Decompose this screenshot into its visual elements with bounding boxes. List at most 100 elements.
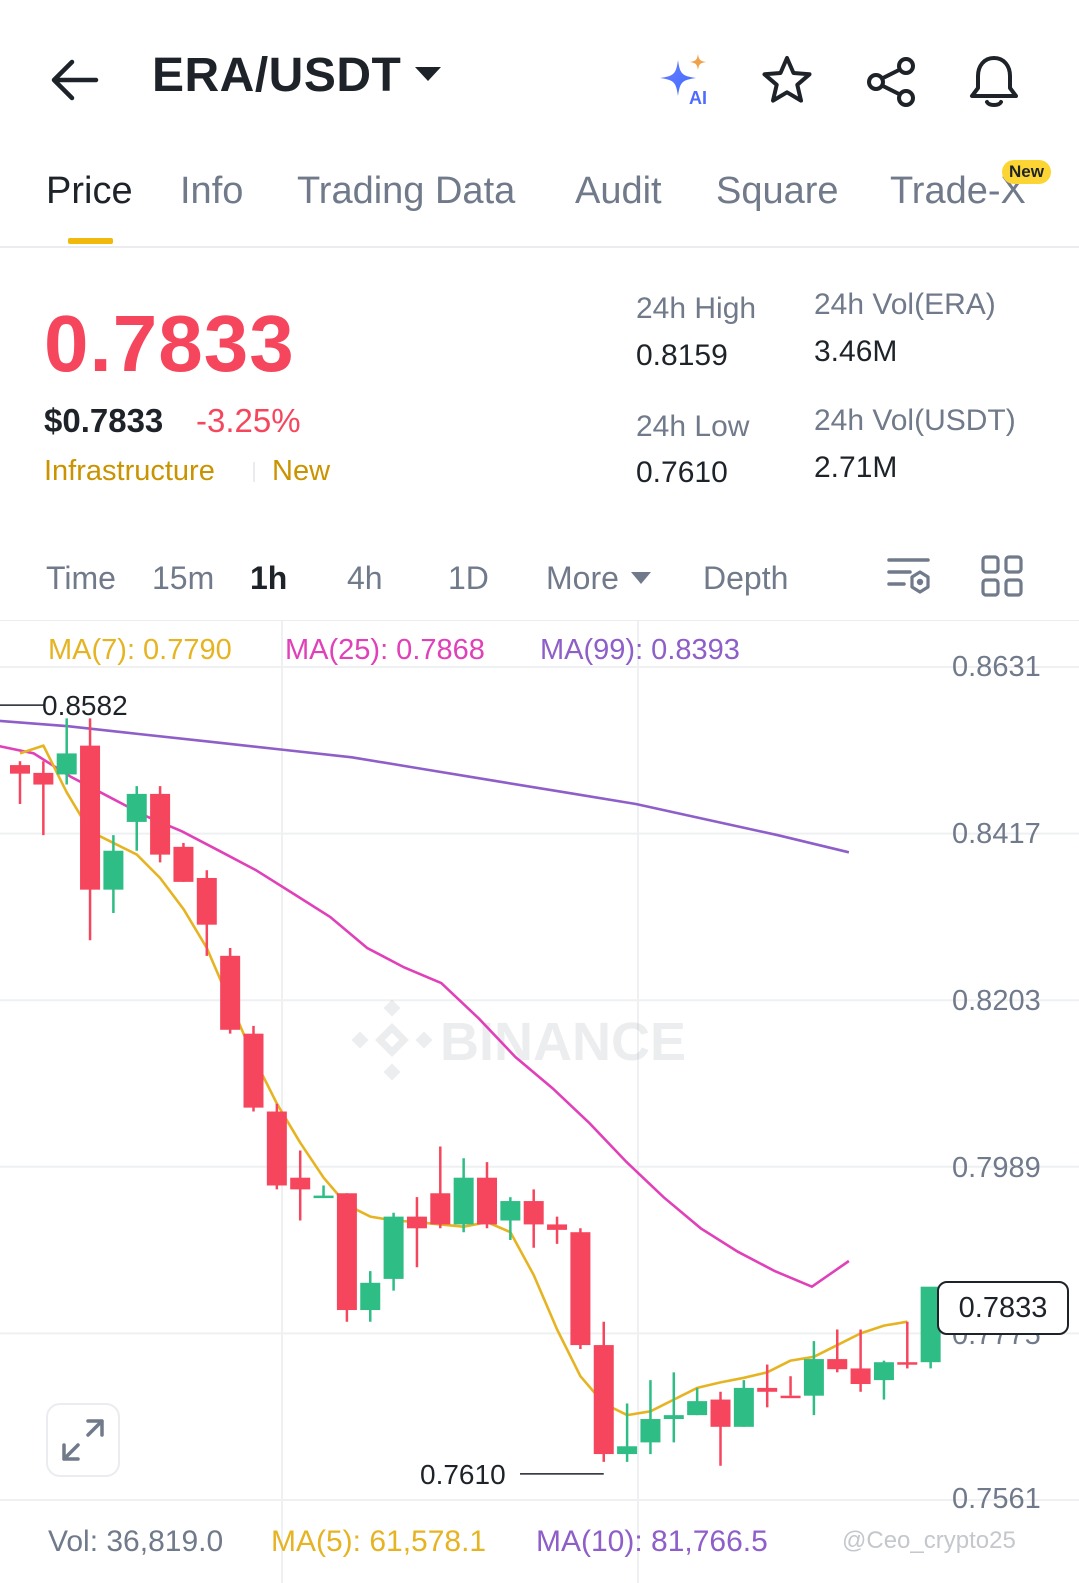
- candle-body: [757, 1387, 778, 1392]
- bullish-candle: [313, 1185, 334, 1199]
- low-24h-value: 0.7610: [636, 456, 728, 489]
- high-24h-value: 0.8159: [636, 339, 728, 372]
- candle-body: [897, 1362, 918, 1365]
- vol-usdt-value: 2.71M: [814, 451, 898, 484]
- candle-body: [710, 1399, 731, 1427]
- candle-body: [360, 1282, 381, 1311]
- tab-audit[interactable]: Audit: [575, 170, 662, 212]
- candle-body: [10, 765, 30, 774]
- y-axis-label: 0.8631: [952, 651, 1041, 683]
- bearish-candle: [406, 1197, 427, 1268]
- candle-body: [266, 1111, 287, 1186]
- back-arrow-icon[interactable]: [48, 56, 100, 104]
- candle-body: [243, 1033, 264, 1108]
- indicator-settings-icon[interactable]: [886, 554, 932, 598]
- tabs-divider: [0, 246, 1079, 248]
- chevron-down-icon: [415, 67, 442, 82]
- bearish-candle: [593, 1321, 614, 1462]
- tab-price[interactable]: Price: [46, 170, 133, 212]
- bullish-candle: [663, 1372, 684, 1443]
- candle-body: [406, 1216, 427, 1229]
- chevron-down-icon: [630, 571, 651, 584]
- tag-new[interactable]: New: [272, 455, 331, 487]
- vol-ma10-label: MA(10): 81,766.5: [536, 1525, 768, 1558]
- bearish-candle: [477, 1162, 497, 1229]
- bearish-candle: [827, 1329, 848, 1373]
- share-icon[interactable]: [864, 54, 920, 110]
- y-axis-label: 0.7989: [952, 1152, 1041, 1184]
- candle-body: [220, 955, 241, 1030]
- svg-text:BINANCE: BINANCE: [440, 1012, 686, 1072]
- bell-alert-icon[interactable]: [966, 52, 1022, 110]
- ma25-label: MA(25): 0.7868: [285, 634, 485, 666]
- bearish-candle: [243, 1025, 264, 1112]
- high-24h-label: 24h High: [636, 292, 757, 325]
- bullish-candle: [640, 1380, 661, 1455]
- vol-ma5-label: MA(5): 61,578.1: [271, 1525, 487, 1558]
- ma7-label: MA(7): 0.7790: [48, 634, 232, 666]
- bearish-candle: [150, 786, 171, 863]
- bullish-candle: [56, 718, 77, 785]
- y-axis-label: 0.8417: [952, 818, 1041, 850]
- candle-body: [477, 1177, 497, 1225]
- candle-body: [430, 1193, 451, 1225]
- candle-body: [196, 877, 217, 925]
- candle-body: [593, 1345, 614, 1455]
- tab-square[interactable]: Square: [716, 170, 839, 212]
- bearish-candle: [220, 948, 241, 1034]
- pair-selector[interactable]: ERA/USDT: [152, 48, 442, 103]
- y-axis-label: 0.7561: [952, 1483, 1041, 1515]
- layout-grid-icon[interactable]: [980, 554, 1024, 598]
- star-favorite-icon[interactable]: [760, 54, 814, 108]
- candle-body: [150, 793, 171, 855]
- tab-info[interactable]: Info: [180, 170, 244, 212]
- ai-sparkle-icon[interactable]: AI: [656, 50, 716, 110]
- bearish-candle: [10, 761, 30, 805]
- price-change-percent: -3.25%: [196, 402, 301, 439]
- tf-time[interactable]: Time: [46, 560, 116, 596]
- bearish-candle: [757, 1364, 778, 1408]
- bullish-candle: [126, 786, 147, 851]
- tf-15m[interactable]: 15m: [152, 560, 215, 596]
- expand-icon: [62, 1419, 104, 1461]
- bearish-candle: [196, 870, 217, 956]
- candle-body: [803, 1359, 824, 1396]
- candle-body: [126, 793, 147, 822]
- candle-body: [827, 1359, 848, 1370]
- vol-era-value: 3.46M: [814, 335, 898, 368]
- current-price-tag: 0.7833: [937, 1281, 1069, 1335]
- pair-title: ERA/USDT: [152, 49, 402, 102]
- candle-body: [80, 745, 101, 890]
- fullscreen-button[interactable]: [46, 1403, 120, 1477]
- bearish-candle: [897, 1321, 918, 1369]
- bullish-candle: [453, 1158, 474, 1233]
- bearish-candle: [266, 1103, 287, 1190]
- candle-body: [290, 1177, 311, 1190]
- candle-body: [56, 753, 77, 775]
- tf-depth[interactable]: Depth: [703, 560, 789, 596]
- candle-body: [570, 1232, 591, 1346]
- candle-body: [313, 1195, 334, 1199]
- bearish-candle: [290, 1150, 311, 1221]
- candle-body: [103, 850, 124, 890]
- bullish-candle: [687, 1387, 708, 1416]
- candle-body: [920, 1286, 941, 1363]
- candle-body: [687, 1401, 708, 1416]
- user-watermark: @Ceo_crypto25: [842, 1527, 1016, 1554]
- tf-1h[interactable]: 1h: [250, 560, 288, 596]
- candle-body: [850, 1368, 871, 1385]
- candle-body: [617, 1446, 638, 1455]
- tf-4h[interactable]: 4h: [347, 560, 383, 596]
- tf-more[interactable]: More: [546, 560, 651, 597]
- ma25-line: [0, 744, 850, 1289]
- bearish-candle: [547, 1216, 568, 1244]
- tab-trading-data[interactable]: Trading Data: [297, 170, 516, 212]
- candlestick-chart[interactable]: BINANCE 0.8582 0.7610: [0, 620, 1079, 1583]
- low-24h-label: 24h Low: [636, 410, 750, 443]
- tf-1d[interactable]: 1D: [448, 560, 489, 596]
- bullish-candle: [873, 1360, 894, 1400]
- usd-price: $0.7833: [44, 402, 164, 439]
- tag-infrastructure[interactable]: Infrastructure: [44, 455, 215, 487]
- ma99-line: [0, 719, 850, 854]
- tag-separator: [253, 462, 255, 482]
